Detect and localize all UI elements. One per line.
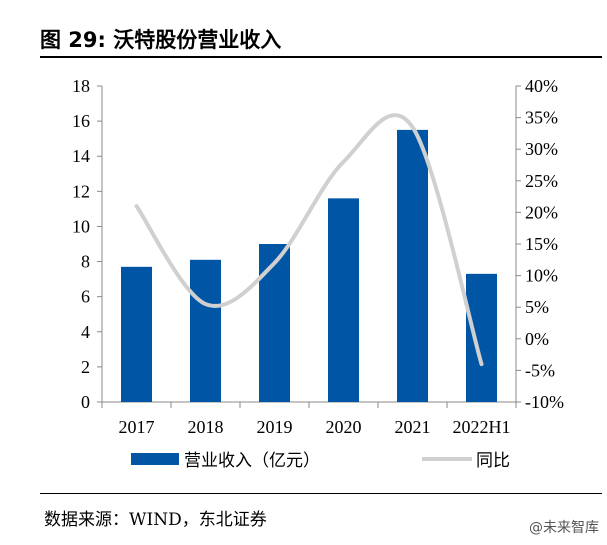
right-tick-label: 40% xyxy=(525,76,558,96)
labels-layer: 0 2 4 6 8 10 12 14 16 18 -10% -5% 0% 5% 10% 15% 20% 25% 30… xyxy=(72,76,564,437)
axes-layer xyxy=(97,85,521,408)
right-tick-label: 20% xyxy=(525,202,558,222)
left-tick-label: 8 xyxy=(81,252,90,272)
left-tick-label: 14 xyxy=(72,146,90,166)
legend-swatch-revenue xyxy=(131,453,179,465)
bars-layer xyxy=(121,129,497,402)
yoy-line xyxy=(134,113,484,367)
left-tick-label: 10 xyxy=(72,216,90,236)
right-tick-label: 35% xyxy=(525,108,558,128)
right-tick-label: -5% xyxy=(525,360,555,380)
left-tick-label: 18 xyxy=(72,76,90,96)
right-tick-label: 30% xyxy=(525,139,558,159)
x-tick-label: 2017 xyxy=(119,417,155,437)
revenue-bar xyxy=(121,266,152,402)
left-tick-label: 6 xyxy=(81,287,90,307)
legend-label-revenue: 营业收入（亿元） xyxy=(184,451,320,470)
revenue-bar xyxy=(259,244,290,402)
revenue-bar xyxy=(397,129,428,402)
x-tick-label: 2022H1 xyxy=(453,417,511,437)
right-tick-label: 15% xyxy=(525,234,558,254)
left-tick-label: 16 xyxy=(72,111,90,131)
right-tick-label: 10% xyxy=(525,266,558,286)
right-tick-label: 0% xyxy=(525,329,549,349)
x-tick-label: 2020 xyxy=(326,417,362,437)
revenue-bar xyxy=(466,273,497,402)
left-tick-label: 0 xyxy=(81,392,90,412)
x-tick-label: 2019 xyxy=(257,417,293,437)
source-divider xyxy=(40,493,602,494)
left-tick-label: 4 xyxy=(81,322,90,342)
revenue-bar xyxy=(328,198,359,402)
right-tick-label: 5% xyxy=(525,297,549,317)
x-tick-label: 2018 xyxy=(188,417,224,437)
right-tick-label: 25% xyxy=(525,171,558,191)
legend-label-yoy: 同比 xyxy=(476,451,510,470)
yoy-line-layer xyxy=(134,113,484,367)
right-tick-label: -10% xyxy=(525,392,564,412)
legend: 营业收入（亿元） 同比 xyxy=(131,451,510,470)
source-note: 数据来源：WIND，东北证券 xyxy=(44,510,267,530)
x-tick-label: 2021 xyxy=(395,417,431,437)
left-tick-label: 2 xyxy=(81,357,90,377)
revenue-bar xyxy=(190,259,221,402)
title-divider xyxy=(40,56,602,58)
figure-title: 图 29: 沃特股份营业收入 xyxy=(40,28,282,52)
left-tick-label: 12 xyxy=(72,181,90,201)
watermark: @未来智库 xyxy=(529,520,599,536)
